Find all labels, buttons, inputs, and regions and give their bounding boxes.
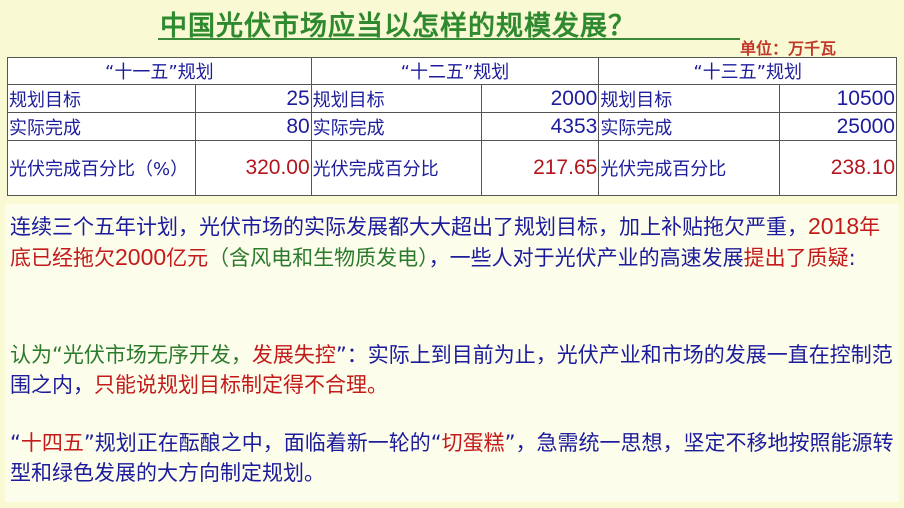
text-run: （含风电和生物质发电） [208,245,429,270]
row-label: 实际完成 [598,112,781,141]
unit-label: 单位：万千瓦 [740,39,837,58]
header-13th-plan: “十三五”规划 [598,57,897,85]
title-underline [158,38,740,40]
cell-value: 25 [194,84,312,113]
text-run: 2000 [115,243,167,270]
text-run: 亿元 [166,245,209,270]
cell-value: 10500 [779,84,897,113]
paragraph-2: 认为“光伏市场无序开发，发展失控”：实际上到目前为止，光伏产业和市场的发展一直在… [10,341,895,400]
plan-table: “十一五”规划 “十二五”规划 “十三五”规划 规划目标 25 规划目标 200… [7,57,897,196]
text-run: 只能说规划目标制定得不合理。 [94,372,388,397]
text-run: ”规划正在酝酿之中，面临着新一轮的“ [83,431,442,455]
row-label: 光伏完成百分比 [598,140,781,196]
cell-value: 25000 [779,112,897,141]
text-run: 提出了质疑 [743,245,849,270]
header-11th-plan: “十一五”规划 [7,57,312,85]
cell-value: 2000 [481,84,600,113]
cell-value: 80 [194,112,312,141]
row-label: 规划目标 [310,84,483,113]
row-label: 规划目标 [7,84,196,113]
cell-value: 4353 [481,112,600,141]
row-label: 光伏完成百分比 [310,140,483,196]
cell-value: 238.10 [779,140,897,196]
row-label: 实际完成 [310,112,483,141]
table-row-actual: 实际完成 80 实际完成 4353 实际完成 25000 [7,112,897,141]
text-run: 切蛋糕 [441,431,505,455]
text-run: 2018 [808,213,860,239]
row-label: 光伏完成百分比（%） [7,140,196,196]
text-run: 连续三个五年计划，光伏市场的实际发展都大大超出了规划目标，加上补贴拖欠严重， [10,215,808,239]
text-box [5,204,899,502]
header-12th-plan: “十二五”规划 [310,57,600,85]
text-run: “ [10,431,21,455]
text-run: : [848,245,856,270]
row-label: 规划目标 [598,84,781,113]
row-label: 实际完成 [7,112,196,141]
text-run: 十四五 [20,431,84,455]
text-run: ”，急需统一思想，坚定不移地按照能源转型和绿色发展的大方向制定规划。 [10,431,894,485]
paragraph-3: “十四五”规划正在酝酿之中，面临着新一轮的“切蛋糕”，急需统一思想，坚定不移地按… [10,429,895,488]
slide-title: 中国光伏市场应当以怎样的规模发展？ [160,11,636,42]
table-header-row: “十一五”规划 “十二五”规划 “十三五”规划 [7,57,897,85]
text-run: 发展失控 [251,343,336,367]
table-row-target: 规划目标 25 规划目标 2000 规划目标 10500 [7,84,897,113]
text-run: 认为“光伏市场无序开发， [10,343,252,367]
paragraph-1: 连续三个五年计划，光伏市场的实际发展都大大超出了规划目标，加上补贴拖欠严重，20… [10,212,895,273]
text-run: ”：实际上到目前为止，光伏产业和市场的发展一直在控制范围之内， [10,343,893,397]
cell-value: 320.00 [194,140,312,196]
text-run: ，一些人对于光伏产业的高速发展 [428,245,744,270]
text-run: 年底已经拖欠 [10,215,881,270]
table-row-percent: 光伏完成百分比（%） 320.00 光伏完成百分比 217.65 光伏完成百分比… [7,140,897,196]
cell-value: 217.65 [481,140,600,196]
